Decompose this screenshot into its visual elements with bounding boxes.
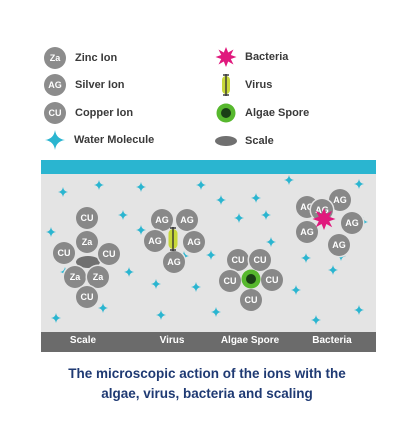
ion: CU	[98, 243, 120, 265]
ion: Za	[87, 266, 109, 288]
water-molecule-icon	[261, 210, 271, 220]
water-molecule-icon	[136, 182, 146, 192]
silver-ion-label: Silver Ion	[75, 79, 125, 91]
algae-spore-label: Algae Spore	[245, 107, 310, 119]
ion: CU	[249, 249, 271, 271]
water-molecule-icon	[291, 285, 301, 295]
ion: AG	[163, 251, 185, 273]
water-molecule-icon	[179, 251, 189, 261]
scale-deposit-icon	[76, 256, 100, 268]
ion: CU	[219, 270, 241, 292]
ion: AG	[328, 234, 350, 256]
ion: AG	[151, 209, 173, 231]
virus-label: Virus	[245, 79, 273, 91]
legend-copper-ion: CU Copper Ion	[44, 101, 133, 125]
algae-spore-column-label: Algae Spore	[220, 335, 280, 346]
legend-virus: Virus	[213, 73, 272, 97]
algae-spore-icon	[213, 101, 239, 125]
water-molecule-icon	[251, 193, 261, 203]
water-molecule-icon	[234, 213, 244, 223]
ion: CU	[53, 242, 75, 264]
virus-icon	[213, 73, 239, 97]
legend-scale: Scale	[213, 129, 274, 153]
bacteria-column-label: Bacteria	[312, 335, 352, 346]
water-molecule-icon	[301, 253, 311, 263]
legend-water-molecule: Water Molecule	[42, 128, 154, 152]
legend-algae-spore: Algae Spore	[213, 101, 309, 125]
water-molecule-icon	[42, 128, 68, 152]
water-molecule-icon	[191, 282, 201, 292]
water-molecule-icon	[206, 250, 216, 260]
ion: CU	[240, 289, 262, 311]
water-molecule-icon	[354, 179, 364, 189]
water-molecule-icon	[118, 210, 128, 220]
scale-column-label: Scale	[69, 335, 97, 346]
ion: AG	[296, 221, 318, 243]
legend-zinc-ion: Za Zinc Ion	[44, 46, 117, 70]
copper-ion-badge: CU	[44, 102, 66, 124]
caption-line-1: The microscopic action of the ions with …	[68, 366, 346, 381]
ion: Za	[64, 266, 86, 288]
water-molecule-icon	[156, 310, 166, 320]
algae-spore-icon	[241, 269, 261, 289]
bacteria-label: Bacteria	[245, 51, 289, 63]
virus-icon	[168, 227, 178, 251]
water-molecule-icon	[266, 237, 276, 247]
zinc-ion-label: Zinc Ion	[75, 52, 118, 64]
copper-ion-label: Copper Ion	[75, 107, 134, 119]
ion: AG	[144, 230, 166, 252]
silver-ion-badge: AG	[44, 74, 66, 96]
water-molecule-icon	[328, 265, 338, 275]
ion: AG	[183, 231, 205, 253]
water-molecule-icon	[311, 315, 321, 325]
water-molecule-icon	[358, 217, 368, 227]
water-molecule-icon	[354, 305, 364, 315]
ion: Za	[76, 231, 98, 253]
ion: AG	[176, 209, 198, 231]
zinc-ion-badge: Za	[44, 47, 66, 69]
ion: CU	[76, 286, 98, 308]
ion-action-panel: CU Za CU CU Za Za CU AG AG AG AG AG CU C…	[41, 160, 376, 352]
water-molecule-icon	[211, 307, 221, 317]
water-molecule-icon	[136, 225, 146, 235]
bacteria-icon	[312, 208, 336, 230]
water-molecule-icon	[98, 303, 108, 313]
water-molecule-icon	[284, 175, 294, 185]
ion: AG	[329, 189, 351, 211]
scale-icon	[213, 129, 239, 153]
figure-caption: The microscopic action of the ions with …	[0, 364, 414, 404]
water-molecule-icon	[216, 195, 226, 205]
water-molecule-label: Water Molecule	[74, 134, 155, 146]
ion: CU	[227, 249, 249, 271]
scale-label: Scale	[245, 135, 274, 147]
panel-footer: Scale Virus Algae Spore Bacteria	[41, 332, 376, 352]
ion: AG	[341, 212, 363, 234]
bacteria-icon	[213, 45, 239, 69]
water-molecule-icon	[58, 187, 68, 197]
ion: CU	[261, 269, 283, 291]
water-molecule-icon	[51, 313, 61, 323]
virus-column-label: Virus	[159, 335, 185, 346]
caption-line-2: algae, virus, bacteria and scaling	[101, 386, 313, 401]
water-molecule-icon	[94, 180, 104, 190]
water-molecule-icon	[196, 180, 206, 190]
water-molecule-icon	[124, 267, 134, 277]
water-molecule-icon	[336, 251, 346, 261]
water-surface-stripe	[41, 160, 376, 174]
legend-silver-ion: AG Silver Ion	[44, 73, 125, 97]
water-molecule-icon	[46, 227, 56, 237]
water-molecule-icon	[151, 279, 161, 289]
ion: CU	[76, 207, 98, 229]
legend-bacteria: Bacteria	[213, 45, 288, 69]
